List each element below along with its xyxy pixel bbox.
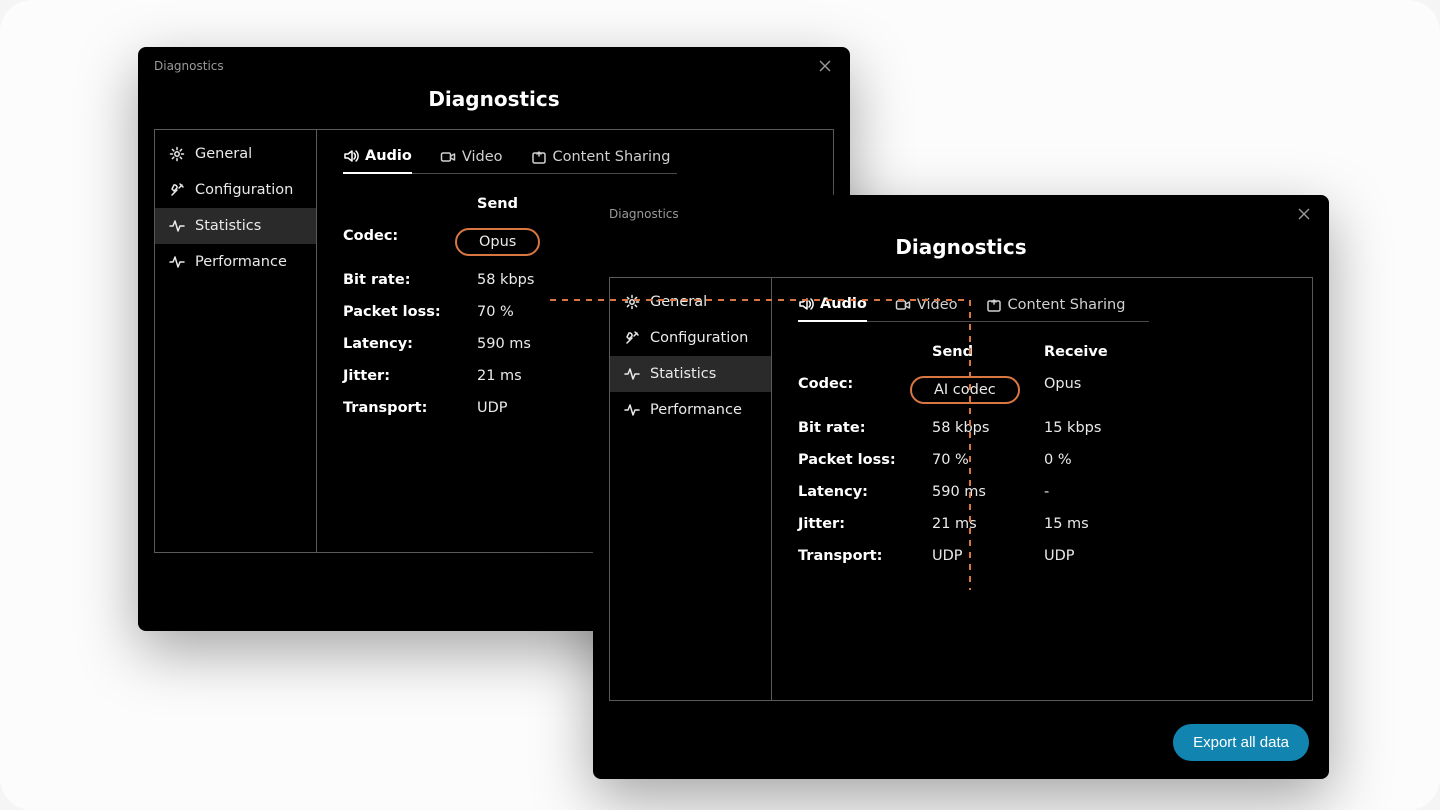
close-icon[interactable] (816, 57, 834, 75)
cell-send: 21 ms (932, 516, 1044, 532)
cell-send: 70 % (932, 452, 1044, 468)
sidebar: General Configuration Statistics Performanc… (610, 278, 772, 700)
stats-table: SendReceiveCodec:AI codecOpusBit rate:58… (798, 344, 1286, 564)
cell-receive: 15 kbps (1044, 420, 1156, 436)
sidebar-item-statistics[interactable]: Statistics (155, 208, 316, 244)
sidebar-item-general[interactable]: General (155, 136, 316, 172)
cell-receive: Opus (1044, 376, 1156, 404)
cell-receive: UDP (1044, 548, 1156, 564)
sidebar-item-configuration[interactable]: Configuration (610, 320, 771, 356)
video-icon (440, 149, 456, 165)
row-label: Packet loss: (798, 452, 932, 468)
sidebar-item-label: Statistics (650, 366, 716, 382)
tab-video[interactable]: Video (895, 297, 958, 321)
tools-icon (624, 330, 640, 346)
sidebar-item-performance[interactable]: Performance (610, 392, 771, 428)
row-label: Packet loss: (343, 304, 477, 320)
page-title: Diagnostics (138, 87, 850, 111)
sidebar-item-statistics[interactable]: Statistics (610, 356, 771, 392)
activity-icon (624, 402, 640, 418)
row-label: Latency: (343, 336, 477, 352)
tab-content-sharing[interactable]: Content Sharing (531, 149, 671, 173)
window-title: Diagnostics (154, 59, 224, 73)
tools-icon (169, 182, 185, 198)
tab-video[interactable]: Video (440, 149, 503, 173)
sidebar: General Configuration Statistics Performanc… (155, 130, 317, 552)
page-title: Diagnostics (593, 235, 1329, 259)
close-icon[interactable] (1295, 205, 1313, 223)
tab-audio[interactable]: Audio (343, 148, 412, 174)
tabs: Audio Video Content Sharing (343, 148, 807, 174)
highlight-pill: Opus (455, 228, 540, 256)
share-icon (531, 149, 547, 165)
sidebar-item-label: Performance (195, 254, 287, 270)
sidebar-item-performance[interactable]: Performance (155, 244, 316, 280)
gear-icon (169, 146, 185, 162)
sidebar-item-label: Performance (650, 402, 742, 418)
activity-icon (169, 254, 185, 270)
speaker-icon (343, 148, 359, 164)
column-header-receive: Receive (1044, 344, 1156, 360)
cell-send: 58 kbps (932, 420, 1044, 436)
highlight-pill: AI codec (910, 376, 1020, 404)
row-label: Bit rate: (343, 272, 477, 288)
cell-receive: - (1044, 484, 1156, 500)
tab-label: Video (462, 149, 503, 165)
cell-send: AI codec (932, 376, 1044, 404)
speaker-icon (798, 296, 814, 312)
cell-send: UDP (932, 548, 1044, 564)
cell-receive: 0 % (1044, 452, 1156, 468)
tab-label: Audio (820, 296, 867, 312)
cell-send: 590 ms (932, 484, 1044, 500)
row-label: Bit rate: (798, 420, 932, 436)
activity-icon (624, 366, 640, 382)
tabs: Audio Video Content Sharing (798, 296, 1286, 322)
row-label: Latency: (798, 484, 932, 500)
row-label: Transport: (343, 400, 477, 416)
row-label: Jitter: (343, 368, 477, 384)
tab-audio[interactable]: Audio (798, 296, 867, 322)
activity-icon (169, 218, 185, 234)
tab-label: Video (917, 297, 958, 313)
sidebar-item-label: General (195, 146, 252, 162)
sidebar-item-general[interactable]: General (610, 284, 771, 320)
sidebar-item-label: Statistics (195, 218, 261, 234)
export-all-data-button[interactable]: Export all data (1173, 724, 1309, 761)
tab-content-sharing[interactable]: Content Sharing (986, 297, 1126, 321)
sidebar-item-label: General (650, 294, 707, 310)
diagnostics-panel-b: Diagnostics Diagnostics General Configura… (593, 195, 1329, 779)
tab-label: Content Sharing (553, 149, 671, 165)
gear-icon (624, 294, 640, 310)
sidebar-item-label: Configuration (650, 330, 748, 346)
video-icon (895, 297, 911, 313)
column-header-send: Send (932, 344, 1044, 360)
window-title: Diagnostics (609, 207, 679, 221)
row-label: Jitter: (798, 516, 932, 532)
tab-label: Content Sharing (1008, 297, 1126, 313)
cell-receive: 15 ms (1044, 516, 1156, 532)
sidebar-item-configuration[interactable]: Configuration (155, 172, 316, 208)
sidebar-item-label: Configuration (195, 182, 293, 198)
share-icon (986, 297, 1002, 313)
row-label: Transport: (798, 548, 932, 564)
tab-label: Audio (365, 148, 412, 164)
